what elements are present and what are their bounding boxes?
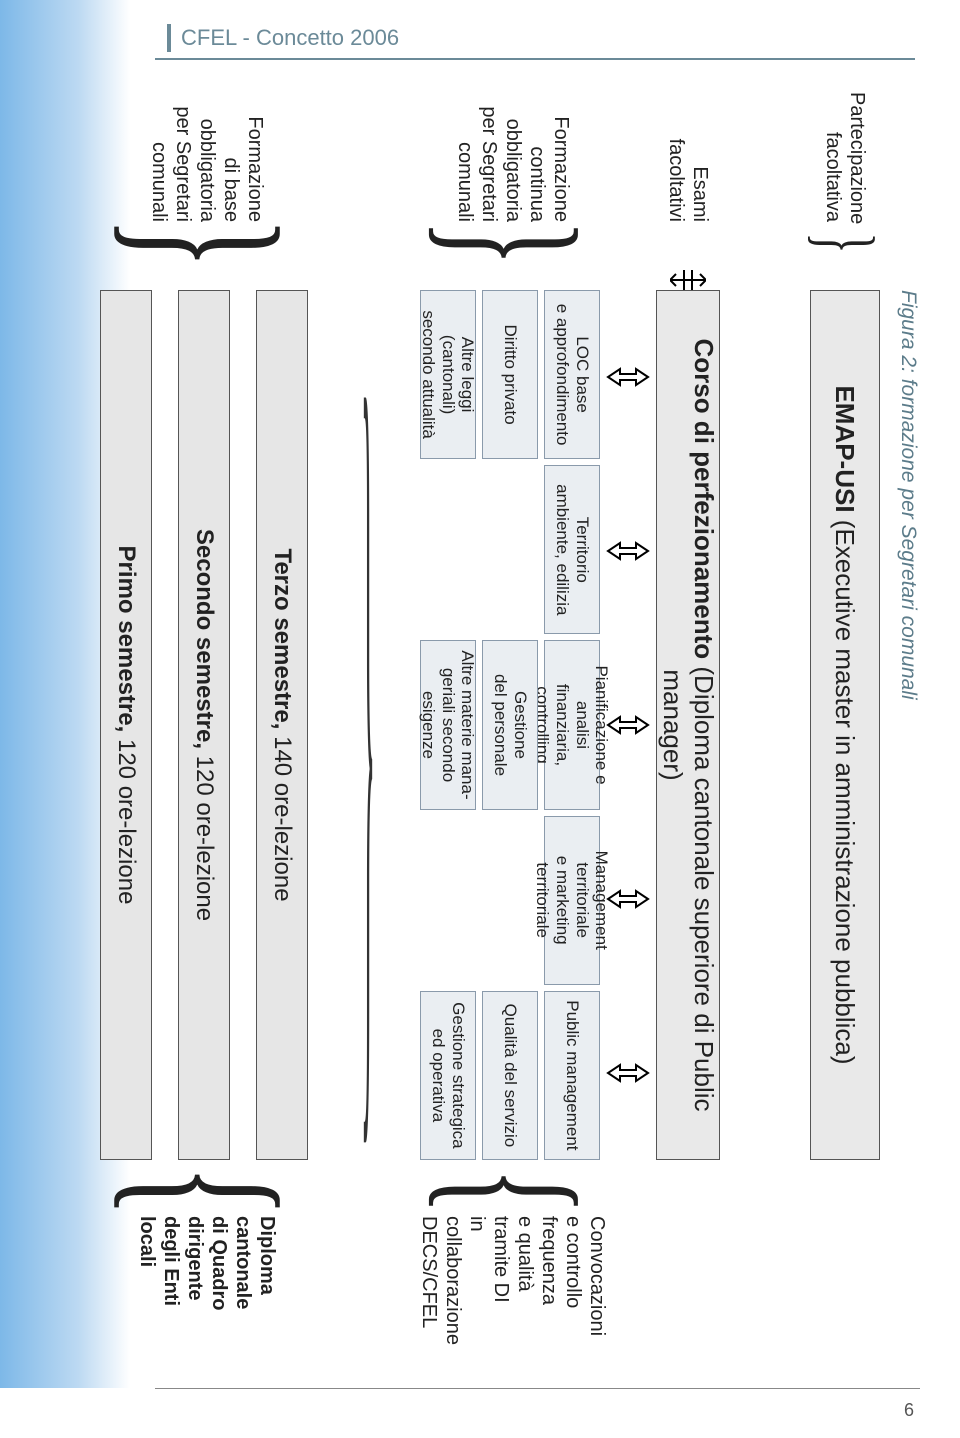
- module-empty: [482, 465, 538, 634]
- module-box: Altre leggi (cantonali)secondo attualità: [420, 290, 476, 459]
- corso-box: Corso di perfezionamento (Diploma canton…: [656, 290, 720, 1160]
- semester-2-box: Secondo semestre, 120 ore-lezione: [178, 290, 230, 1160]
- row-emap: EMAP-USI (Executive master in amministra…: [810, 290, 880, 1160]
- double-arrow-icon: [604, 638, 652, 812]
- row-modules: LOC basee approfondimento Territorioambie…: [420, 290, 600, 1160]
- figure-caption: Figura 2: formazione per Segretari comun…: [896, 290, 920, 1370]
- modules-grid: LOC basee approfondimento Territorioambie…: [420, 290, 600, 1160]
- left-label-esami-text: Esamifacoltativi: [664, 92, 712, 222]
- emap-title-rest: (Executive master in amministrazione pub…: [831, 513, 861, 1065]
- module-box: Management territorialee marketing terri…: [544, 816, 600, 985]
- module-empty: [420, 465, 476, 634]
- semester-3-rest: 140 ore-lezione: [269, 729, 296, 901]
- figure-stage: Figura 2: formazione per Segretari comun…: [110, 90, 920, 1370]
- module-box: Qualità del servizio: [482, 991, 538, 1160]
- semester-3-strong: Terzo semestre,: [269, 548, 296, 729]
- double-arrow-icon: [604, 290, 652, 464]
- module-box: Gestionedel personale: [482, 640, 538, 809]
- module-box: Public management: [544, 991, 600, 1160]
- emap-title-strong: EMAP-USI: [831, 385, 861, 512]
- page-footer-rule: [155, 1388, 920, 1389]
- right-label-convocazioni-text: Convocazionie controllofrequenzae qualit…: [417, 1212, 609, 1360]
- up-arrows-row: [730, 290, 800, 1160]
- double-arrow-icon: [604, 986, 652, 1160]
- module-box: Pianificazione e analisifinanziaria, con…: [544, 640, 600, 809]
- page-header-text: CFEL - Concetto 2006: [181, 25, 399, 51]
- double-arrows-row: [604, 290, 652, 1160]
- module-box: Diritto privato: [482, 290, 538, 459]
- row-corso: Corso di perfezionamento (Diploma canton…: [656, 290, 720, 1160]
- module-empty: [482, 816, 538, 985]
- module-empty: [420, 816, 476, 985]
- right-label-convocazioni: { Convocazionie controllofrequenzae qual…: [418, 1170, 608, 1360]
- double-arrow-icon: [604, 812, 652, 986]
- right-label-diploma: { Diplomacantonaledi Quadrodirigentedegl…: [102, 1170, 312, 1360]
- corso-title-strong: Corso di perfezionamento: [689, 338, 719, 659]
- semester-1-rest: 120 ore-lezione: [113, 732, 140, 904]
- page-number: 6: [904, 1400, 914, 1421]
- row-sem-2: Secondo semestre, 120 ore-lezione: [178, 290, 230, 1160]
- emap-box: EMAP-USI (Executive master in amministra…: [810, 290, 880, 1160]
- big-brace-icon: }: [316, 290, 420, 1160]
- left-label-formazione-base-text: Formazionedi baseobbligatoriaper Segreta…: [147, 92, 267, 222]
- module-box: LOC basee approfondimento: [544, 290, 600, 459]
- left-label-partecipazione-text: Partecipazionefacoltativa: [821, 92, 869, 222]
- left-label-formazione-continua: Formazionecontinuaobbligatoriaper Segret…: [418, 90, 608, 270]
- left-label-esami: Esamifacoltativi }: [648, 90, 728, 270]
- semester-2-rest: 120 ore-lezione: [191, 749, 218, 921]
- left-label-formazione-continua-text: Formazionecontinuaobbligatoriaper Segret…: [453, 92, 573, 222]
- semester-1-strong: Primo semestre,: [113, 546, 140, 733]
- right-label-diploma-text: Diplomacantonaledi Quadrodirigentedegli …: [135, 1212, 279, 1360]
- module-box: Gestione strategicaed operativa: [420, 991, 476, 1160]
- semester-2-strong: Secondo semestre,: [191, 529, 218, 749]
- left-label-partecipazione: Partecipazionefacoltativa }: [806, 90, 884, 270]
- corso-title-rest: (Diploma cantonale superiore di Public m…: [658, 659, 719, 1111]
- semester-3-box: Terzo semestre, 140 ore-lezione: [256, 290, 308, 1160]
- module-box: Altre materie mana-geriali secondo esige…: [420, 640, 476, 809]
- row-sem-3: Terzo semestre, 140 ore-lezione: [256, 290, 308, 1160]
- module-box: Territorioambiente, edilizia: [544, 465, 600, 634]
- semester-1-box: Primo semestre, 120 ore-lezione: [100, 290, 152, 1160]
- left-label-formazione-base: Formazionedi baseobbligatoriaper Segreta…: [102, 90, 312, 270]
- figure: Figura 2: formazione per Segretari comun…: [110, 90, 920, 1370]
- double-arrow-icon: [604, 464, 652, 638]
- row-sem-1: Primo semestre, 120 ore-lezione: [100, 290, 152, 1160]
- page-header: CFEL - Concetto 2006: [155, 18, 915, 60]
